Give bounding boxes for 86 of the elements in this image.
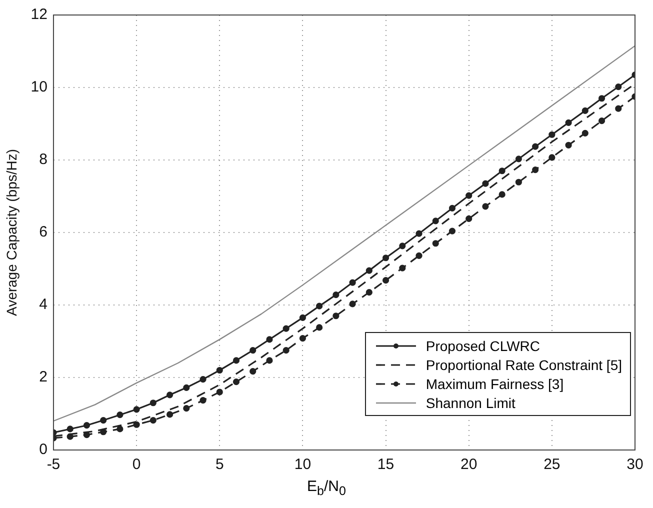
point (615, 105, 622, 112)
x-tick-label: 0 (132, 456, 141, 474)
point (598, 118, 606, 124)
point (216, 388, 223, 396)
y-axis-title: Average Capacity (bps/Hz) (3, 148, 20, 316)
point (382, 277, 390, 284)
point (466, 192, 472, 199)
point (565, 142, 572, 148)
point (166, 392, 174, 398)
point (382, 254, 390, 262)
point (183, 384, 190, 391)
point (498, 168, 506, 174)
point (116, 412, 124, 418)
y-tick-label: 6 (39, 224, 48, 241)
legend-label: Shannon Limit (426, 394, 516, 410)
point (515, 156, 522, 162)
point (183, 405, 190, 412)
point (166, 411, 174, 418)
point (582, 130, 588, 136)
x-tick-label: 5 (215, 456, 224, 474)
point (282, 347, 290, 354)
point (532, 143, 539, 150)
point (565, 119, 572, 126)
point (482, 203, 489, 210)
point (332, 292, 340, 298)
point (282, 325, 290, 332)
point (216, 366, 223, 374)
point (548, 154, 556, 161)
point (366, 267, 372, 274)
point (299, 335, 306, 342)
x-tick-label: 15 (377, 456, 394, 474)
x-tick-label: -5 (46, 456, 60, 474)
point (466, 215, 472, 222)
point (316, 302, 323, 310)
point (100, 416, 107, 424)
point (316, 324, 323, 331)
point (349, 300, 356, 308)
point (582, 107, 588, 114)
point (448, 228, 456, 234)
point (150, 400, 156, 406)
point (416, 252, 422, 259)
point (266, 357, 273, 364)
point (498, 191, 506, 198)
point (133, 421, 140, 428)
point (116, 426, 124, 432)
point (200, 376, 206, 383)
point (83, 422, 90, 429)
point (532, 166, 539, 174)
x-tick-label: 25 (544, 456, 560, 474)
point (615, 83, 622, 90)
point (266, 336, 273, 343)
point (399, 242, 406, 250)
point (66, 426, 74, 432)
y-tick-label: 12 (30, 6, 48, 24)
y-tick-label: 4 (39, 296, 48, 314)
point (250, 347, 256, 354)
point (399, 264, 406, 272)
point (482, 180, 489, 187)
x-tick-label: 30 (626, 456, 644, 474)
point (232, 357, 240, 364)
x-axis-title: E$_{b}$/N$_{0}$ (306, 478, 347, 498)
point (349, 279, 356, 286)
y-tick-label: 2 (39, 368, 48, 386)
point (598, 95, 606, 102)
legend-label: Maximum Fairness [3] (426, 376, 564, 392)
legend-label: Proposed CLWRC (426, 338, 540, 354)
point (432, 240, 439, 247)
point (299, 314, 306, 321)
point (548, 131, 556, 138)
point (232, 378, 240, 386)
y-tick-label: 0 (39, 441, 48, 458)
point (416, 230, 422, 237)
x-tick-label: 20 (460, 456, 478, 474)
x-tick-label: 10 (294, 456, 312, 474)
point (366, 289, 372, 296)
point (515, 178, 522, 186)
point (432, 218, 439, 224)
point (200, 397, 206, 404)
y-tick-label: 10 (30, 78, 48, 96)
y-tick-label: 8 (39, 151, 48, 168)
point (448, 204, 456, 212)
point (133, 406, 140, 413)
point (250, 368, 256, 375)
point (150, 416, 156, 424)
point (332, 312, 340, 320)
legend-label: Proportional Rate Constraint [5] (426, 356, 622, 372)
